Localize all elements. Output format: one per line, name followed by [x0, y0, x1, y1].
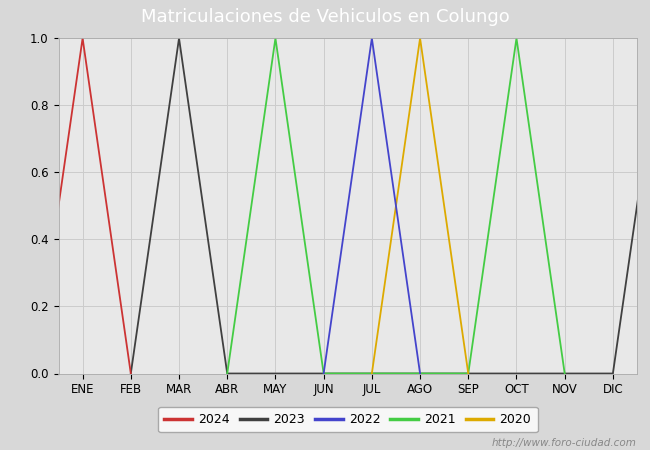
Text: http://www.foro-ciudad.com: http://www.foro-ciudad.com — [492, 438, 637, 448]
Text: Matriculaciones de Vehiculos en Colungo: Matriculaciones de Vehiculos en Colungo — [140, 8, 510, 26]
Legend: 2024, 2023, 2022, 2021, 2020: 2024, 2023, 2022, 2021, 2020 — [158, 407, 538, 432]
